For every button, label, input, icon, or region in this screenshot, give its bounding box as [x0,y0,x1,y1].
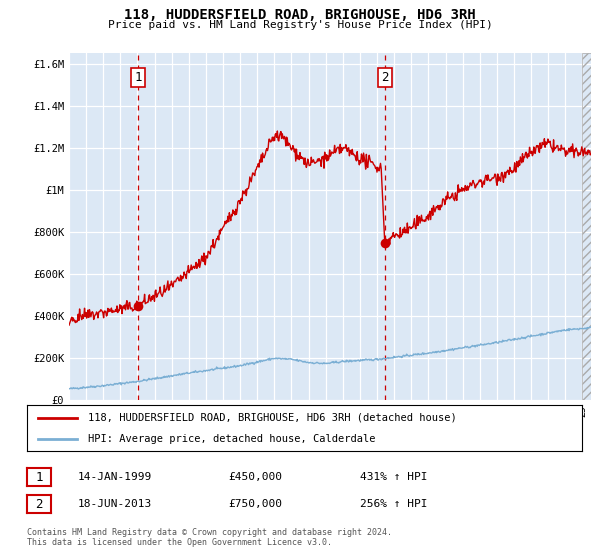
Text: 118, HUDDERSFIELD ROAD, BRIGHOUSE, HD6 3RH: 118, HUDDERSFIELD ROAD, BRIGHOUSE, HD6 3… [124,8,476,22]
Text: £750,000: £750,000 [228,499,282,509]
Text: Contains HM Land Registry data © Crown copyright and database right 2024.
This d: Contains HM Land Registry data © Crown c… [27,528,392,547]
Text: 18-JUN-2013: 18-JUN-2013 [78,499,152,509]
Text: Price paid vs. HM Land Registry's House Price Index (HPI): Price paid vs. HM Land Registry's House … [107,20,493,30]
Text: 118, HUDDERSFIELD ROAD, BRIGHOUSE, HD6 3RH (detached house): 118, HUDDERSFIELD ROAD, BRIGHOUSE, HD6 3… [88,413,457,423]
Text: HPI: Average price, detached house, Calderdale: HPI: Average price, detached house, Cald… [88,435,376,444]
Text: 431% ↑ HPI: 431% ↑ HPI [360,472,427,482]
Text: 2: 2 [381,71,389,84]
Text: £450,000: £450,000 [228,472,282,482]
Text: 1: 1 [35,470,43,484]
Text: 14-JAN-1999: 14-JAN-1999 [78,472,152,482]
Text: 256% ↑ HPI: 256% ↑ HPI [360,499,427,509]
Text: 1: 1 [134,71,142,84]
Text: 2: 2 [35,497,43,511]
